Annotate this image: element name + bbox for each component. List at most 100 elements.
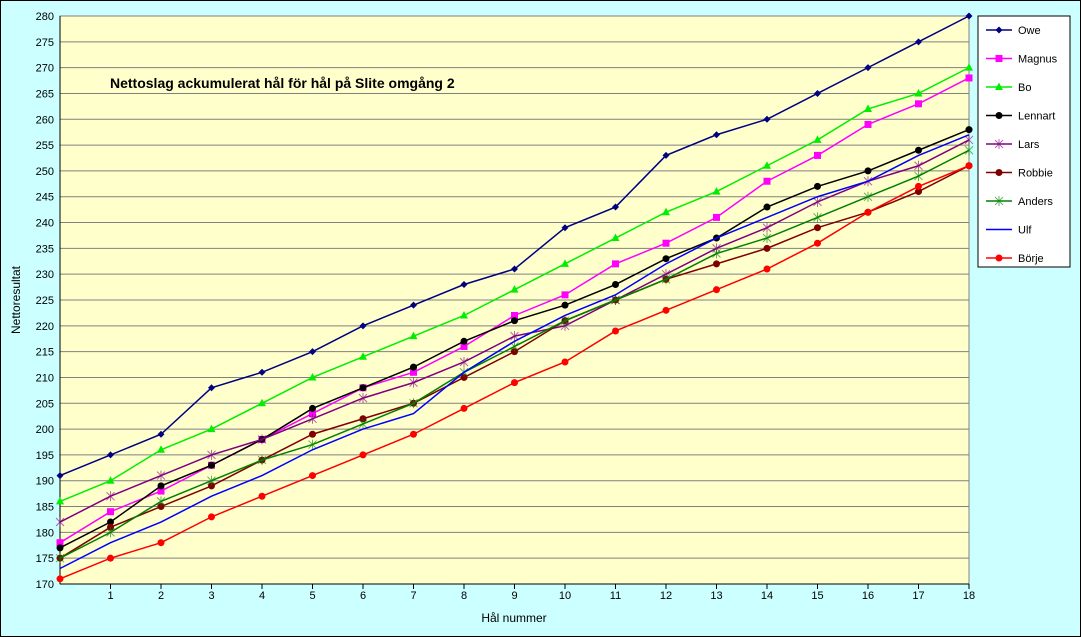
legend-item: Lennart — [986, 111, 1055, 123]
y-tick-label: 225 — [36, 295, 54, 307]
legend-item: Börje — [986, 253, 1044, 265]
data-point — [713, 286, 720, 294]
data-point — [965, 162, 973, 170]
data-point — [207, 475, 216, 486]
data-point — [460, 281, 468, 289]
data-point — [813, 135, 822, 143]
data-point — [560, 315, 570, 326]
data-point — [813, 212, 822, 223]
data-point — [208, 461, 215, 469]
legend-item: Bo — [986, 82, 1031, 94]
data-point — [107, 508, 114, 516]
y-tick-label: 190 — [36, 476, 54, 488]
y-tick-label: 235 — [36, 243, 54, 255]
data-point — [359, 451, 367, 459]
data-point — [207, 424, 216, 433]
data-point — [964, 145, 974, 156]
series-line — [59, 134, 970, 570]
data-point — [561, 301, 569, 309]
data-point — [309, 348, 316, 356]
y-tick-label: 255 — [36, 140, 54, 152]
y-tick-label: 175 — [36, 553, 54, 565]
data-point — [410, 301, 417, 309]
data-point — [257, 434, 267, 445]
data-point — [460, 404, 468, 412]
data-point — [762, 233, 772, 244]
legend: Owe Magnus Bo Lennart Lars Robbie Anders Ulf Bör… — [977, 15, 1071, 268]
data-point — [358, 393, 368, 404]
data-point — [814, 224, 821, 232]
data-point — [359, 415, 367, 423]
data-point — [995, 169, 1003, 176]
y-axis-ticks: 170 175 180 185 190 195 200 205 210 215 220 225 230 2… — [36, 11, 61, 591]
data-point — [308, 372, 317, 381]
data-point — [814, 151, 821, 159]
data-point — [511, 265, 518, 273]
legend-label: Magnus — [1018, 54, 1058, 66]
data-point — [611, 295, 620, 305]
data-point — [965, 126, 973, 134]
y-tick-label: 220 — [36, 321, 54, 333]
series-ulf — [59, 134, 970, 570]
data-point — [763, 161, 771, 169]
data-point — [156, 470, 166, 481]
x-tick-label: 11 — [610, 590, 621, 602]
y-tick-label: 230 — [36, 269, 54, 281]
data-point — [561, 291, 569, 299]
legend-item: Ulf — [986, 225, 1032, 237]
x-tick-label: 4 — [259, 590, 265, 602]
data-point — [914, 160, 923, 171]
data-point — [208, 513, 215, 521]
legend-item: Robbie — [986, 168, 1053, 180]
series-lennart — [56, 126, 973, 552]
data-point — [863, 191, 873, 202]
data-point — [208, 482, 215, 490]
data-point — [157, 503, 165, 511]
data-point — [410, 430, 417, 438]
data-point — [813, 196, 822, 207]
y-tick-label: 280 — [36, 11, 54, 23]
data-point — [107, 451, 114, 459]
data-point — [511, 311, 518, 319]
data-point — [995, 112, 1003, 119]
data-point — [409, 398, 418, 409]
x-axis-ticks: 1 2 3 4 5 6 7 8 9 10 11 12 13 14 15 16 17 18 — [60, 583, 975, 602]
y-tick-label: 270 — [36, 63, 54, 75]
series-lars — [55, 134, 974, 528]
data-point — [662, 306, 670, 314]
x-tick-label: 16 — [862, 590, 874, 602]
data-point — [56, 496, 64, 505]
data-point — [864, 120, 872, 128]
data-point — [561, 259, 569, 267]
legend-item: Lars — [986, 139, 1040, 151]
legend-label: Owe — [1018, 25, 1041, 37]
x-tick-label: 14 — [761, 590, 773, 602]
data-point — [460, 337, 468, 345]
data-point — [915, 146, 922, 154]
data-point — [612, 260, 619, 268]
data-point — [864, 104, 872, 112]
y-axis-label: Nettoresultat — [9, 265, 23, 334]
x-tick-label: 17 — [912, 590, 924, 602]
legend-label: Bo — [1018, 82, 1031, 94]
data-point — [56, 575, 64, 583]
data-point — [157, 487, 165, 495]
data-point — [864, 64, 872, 72]
data-point — [510, 285, 519, 293]
data-point — [763, 177, 771, 185]
series-lines — [55, 12, 974, 583]
data-point — [713, 260, 720, 268]
x-tick-label: 6 — [360, 590, 366, 602]
data-point — [662, 255, 670, 263]
series-börje — [56, 162, 973, 583]
data-point — [611, 233, 620, 242]
data-point — [410, 363, 417, 371]
data-point — [106, 476, 115, 484]
data-point — [309, 472, 316, 480]
series-anders — [55, 145, 974, 564]
data-point — [662, 239, 670, 247]
data-point — [106, 491, 115, 502]
data-point — [511, 379, 518, 387]
data-point — [409, 331, 418, 340]
series-owe — [56, 12, 973, 480]
